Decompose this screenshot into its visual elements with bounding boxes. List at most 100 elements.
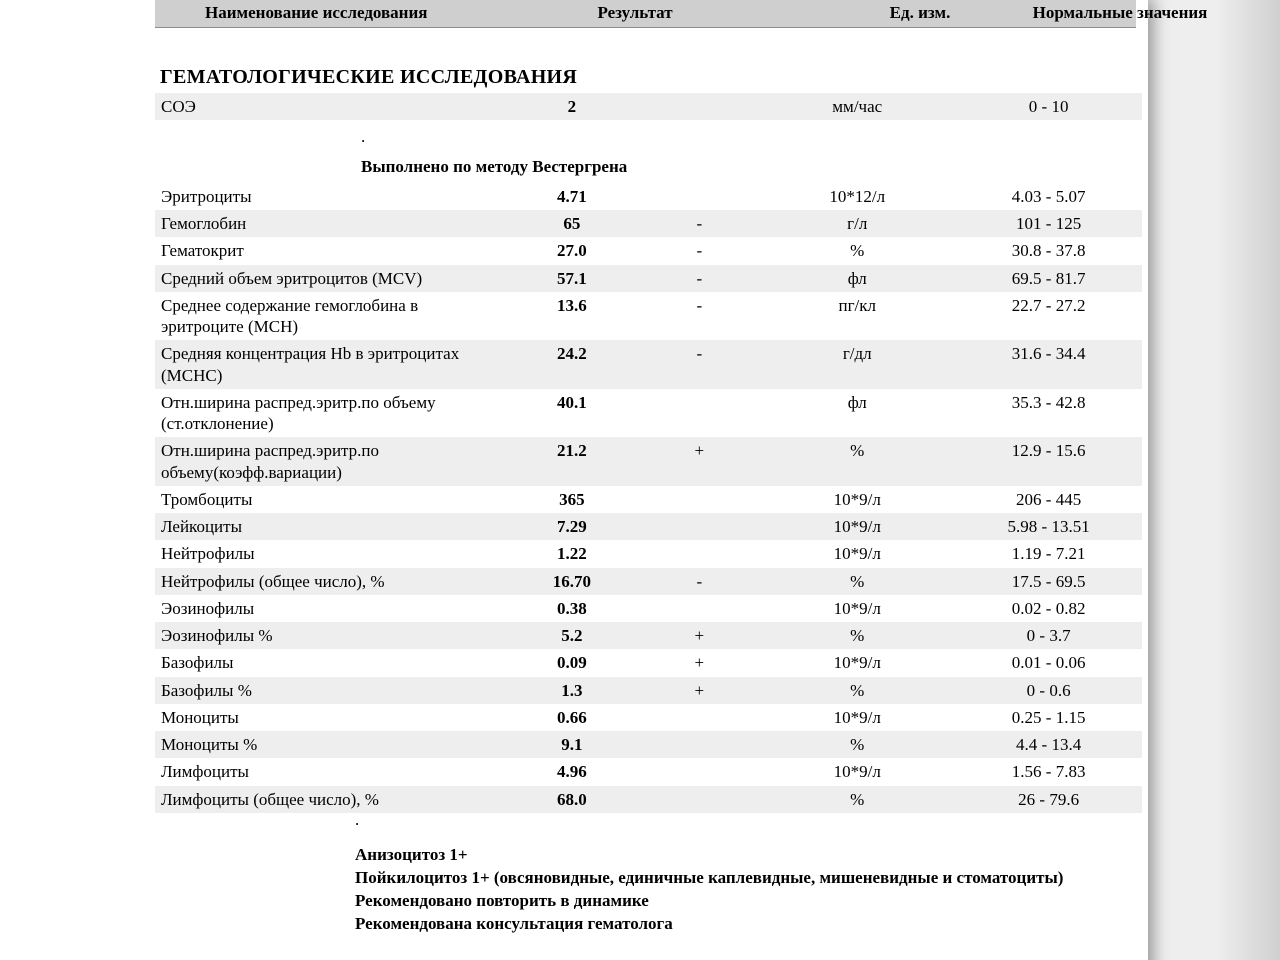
cell-res: 1.3: [504, 677, 637, 704]
cell-flag: [637, 595, 759, 622]
cell-res: 24.2: [504, 340, 637, 389]
cell-norm: 0 - 0.6: [953, 677, 1142, 704]
cell-flag: [637, 389, 759, 438]
cell-flag: [637, 704, 759, 731]
document-page: Наименование исследования Результат Ед. …: [0, 0, 1148, 960]
cell-name: Гемоглобин: [155, 210, 504, 237]
cell-name: Гематокрит: [155, 237, 504, 264]
cell-name: Тромбоциты: [155, 486, 504, 513]
table-row: Средний объем эритроцитов (MCV)57.1-фл69…: [155, 265, 1142, 292]
cell-res: 1.22: [504, 540, 637, 567]
cell-unit: 10*9/л: [759, 486, 953, 513]
table-row: Гемоглобин65-г/л101 - 125: [155, 210, 1142, 237]
cell-name: СОЭ: [155, 93, 504, 120]
table-row: Базофилы %1.3+%0 - 0.6: [155, 677, 1142, 704]
table-row: Нейтрофилы1.2210*9/л1.19 - 7.21: [155, 540, 1142, 567]
cell-name: Эозинофилы: [155, 595, 504, 622]
cell-unit: г/л: [759, 210, 953, 237]
col-header-name: Наименование исследования: [155, 3, 570, 23]
cell-res: 0.09: [504, 649, 637, 676]
cell-flag: -: [637, 265, 759, 292]
cell-name: Базофилы: [155, 649, 504, 676]
lab-results-table: СОЭ2мм/час0 - 10.Выполнено по методу Вес…: [155, 93, 1142, 813]
method-note: .Выполнено по методу Вестергрена: [155, 120, 1142, 183]
cell-unit: 10*9/л: [759, 595, 953, 622]
cell-norm: 0.02 - 0.82: [953, 595, 1142, 622]
table-row: Среднее содержание гемоглобина в эритроц…: [155, 292, 1142, 341]
section-title: ГЕМАТОЛОГИЧЕСКИЕ ИССЛЕДОВАНИЯ: [160, 66, 1148, 89]
cell-res: 40.1: [504, 389, 637, 438]
cell-flag: [637, 731, 759, 758]
cell-flag: [637, 183, 759, 210]
table-row: Эозинофилы %5.2+%0 - 3.7: [155, 622, 1142, 649]
cell-res: 365: [504, 486, 637, 513]
col-header-norm: Нормальные значения: [1020, 3, 1220, 23]
cell-res: 0.38: [504, 595, 637, 622]
cell-flag: [637, 513, 759, 540]
cell-unit: г/дл: [759, 340, 953, 389]
cell-res: 21.2: [504, 437, 637, 486]
cell-norm: 26 - 79.6: [953, 786, 1142, 813]
cell-name: Средняя концентрация Hb в эритроцитах (M…: [155, 340, 504, 389]
cell-norm: 1.56 - 7.83: [953, 758, 1142, 785]
table-row: Лейкоциты7.2910*9/л5.98 - 13.51: [155, 513, 1142, 540]
cell-name: Среднее содержание гемоглобина в эритроц…: [155, 292, 504, 341]
cell-name: Эритроциты: [155, 183, 504, 210]
cell-flag: [637, 486, 759, 513]
cell-norm: 1.19 - 7.21: [953, 540, 1142, 567]
cell-flag: +: [637, 649, 759, 676]
cell-unit: %: [759, 237, 953, 264]
dot-mark: .: [361, 126, 1138, 147]
cell-name: Лейкоциты: [155, 513, 504, 540]
cell-flag: [637, 786, 759, 813]
table-row: Эозинофилы0.38 10*9/л0.02 - 0.82: [155, 595, 1142, 622]
cell-flag: [637, 93, 759, 120]
table-row: Гематокрит27.0-%30.8 - 37.8: [155, 237, 1142, 264]
cell-res: 4.71: [504, 183, 637, 210]
cell-norm: 0.01 - 0.06: [953, 649, 1142, 676]
table-row: Базофилы0.09+10*9/л0.01 - 0.06: [155, 649, 1142, 676]
cell-norm: 30.8 - 37.8: [953, 237, 1142, 264]
document-inner: Наименование исследования Результат Ед. …: [0, 0, 1148, 936]
cell-res: 57.1: [504, 265, 637, 292]
cell-unit: 10*9/л: [759, 649, 953, 676]
table-row: Нейтрофилы (общее число), %16.70-%17.5 -…: [155, 568, 1142, 595]
cell-res: 7.29: [504, 513, 637, 540]
footnote-line: Пойкилоцитоз 1+ (овсяновидные, единичные…: [355, 867, 1100, 890]
footnote-line: Рекомендована консультация гематолога: [355, 913, 1100, 936]
cell-unit: %: [759, 437, 953, 486]
cell-res: 13.6: [504, 292, 637, 341]
cell-norm: 101 - 125: [953, 210, 1142, 237]
cell-unit: 10*12/л: [759, 183, 953, 210]
cell-name: Моноциты %: [155, 731, 504, 758]
table-row: Средняя концентрация Hb в эритроцитах (M…: [155, 340, 1142, 389]
cell-norm: 5.98 - 13.51: [953, 513, 1142, 540]
cell-unit: %: [759, 677, 953, 704]
cell-norm: 22.7 - 27.2: [953, 292, 1142, 341]
cell-unit: 10*9/л: [759, 540, 953, 567]
cell-flag: +: [637, 677, 759, 704]
cell-flag: -: [637, 568, 759, 595]
cell-flag: +: [637, 622, 759, 649]
cell-norm: 4.03 - 5.07: [953, 183, 1142, 210]
cell-res: 2: [504, 93, 637, 120]
cell-res: 65: [504, 210, 637, 237]
table-row: Моноциты %9.1%4.4 - 13.4: [155, 731, 1142, 758]
cell-unit: %: [759, 786, 953, 813]
cell-norm: 17.5 - 69.5: [953, 568, 1142, 595]
cell-flag: -: [637, 237, 759, 264]
cell-flag: -: [637, 340, 759, 389]
cell-res: 0.66: [504, 704, 637, 731]
cell-norm: 0.25 - 1.15: [953, 704, 1142, 731]
viewport: Наименование исследования Результат Ед. …: [0, 0, 1280, 960]
cell-norm: 0 - 3.7: [953, 622, 1142, 649]
table-header-row: Наименование исследования Результат Ед. …: [155, 0, 1136, 28]
cell-name: Базофилы %: [155, 677, 504, 704]
footnote-line: Анизоцитоз 1+: [355, 844, 1100, 867]
table-row: Лимфоциты (общее число), %68.0%26 - 79.6: [155, 786, 1142, 813]
cell-unit: %: [759, 622, 953, 649]
cell-flag: [637, 540, 759, 567]
cell-norm: 206 - 445: [953, 486, 1142, 513]
cell-unit: мм/час: [759, 93, 953, 120]
cell-name: Нейтрофилы (общее число), %: [155, 568, 504, 595]
